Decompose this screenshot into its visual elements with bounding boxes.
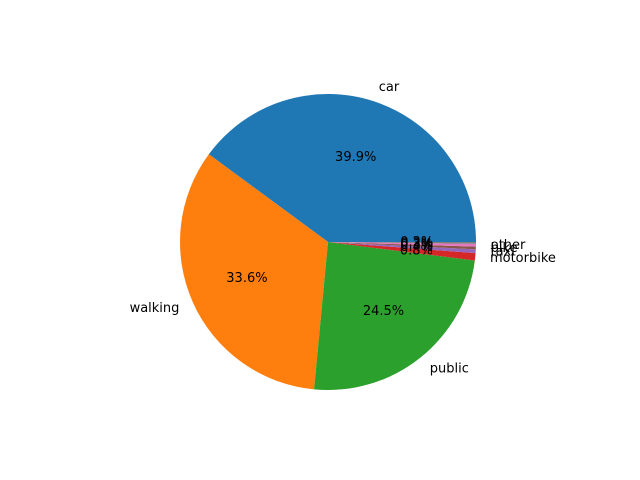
pie-slice-car <box>208 93 476 242</box>
pie-category-label: walking <box>130 301 180 316</box>
pie-percent-label: 0.3% <box>400 236 433 251</box>
pie-slice-taxi <box>328 242 476 254</box>
pie-percent-label: 0.4% <box>400 240 433 255</box>
pie-category-label: other <box>491 238 526 253</box>
pie-slices <box>179 93 476 390</box>
pie-percent-label: 0.3% <box>400 238 433 253</box>
pie-category-label: motorbike <box>490 251 556 266</box>
pie-slice-walking <box>179 154 328 390</box>
pie-percent-labels: 39.9%33.6%24.5%0.8%0.4%0.3%0.3%0.2% <box>226 150 433 319</box>
pie-slice-bike <box>328 242 476 250</box>
pie-slice-motorbike <box>328 242 476 261</box>
pie-category-label: car <box>379 80 400 95</box>
pie-percent-label: 0.8% <box>400 243 433 258</box>
pie-percent-label: 24.5% <box>363 304 404 319</box>
pie-percent-label: 39.9% <box>335 150 376 165</box>
pie-category-label: taxi <box>490 245 514 260</box>
pie-slice-public <box>314 242 475 390</box>
pie-category-label: public <box>430 362 469 377</box>
pie-category-label: bike <box>491 241 518 256</box>
pie-percent-label: 0.2% <box>400 235 433 250</box>
pie-slice-other <box>328 242 476 247</box>
pie-percent-label: 33.6% <box>226 271 267 286</box>
pie-slice-slice-7 <box>328 242 476 244</box>
